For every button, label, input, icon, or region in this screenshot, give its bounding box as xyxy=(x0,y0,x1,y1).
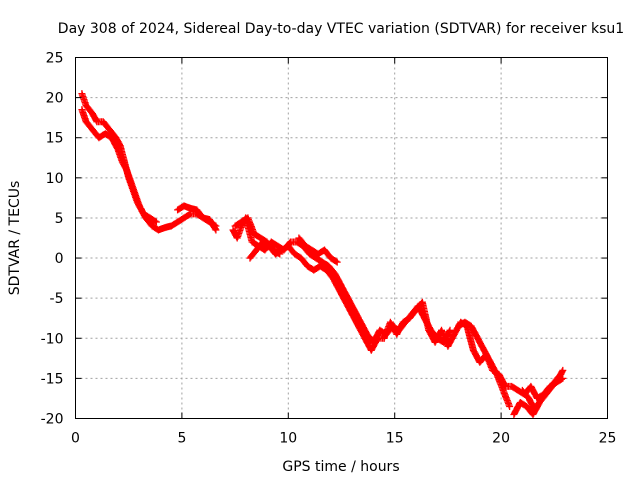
data-track xyxy=(174,202,220,234)
x-axis-label: GPS time / hours xyxy=(282,459,399,475)
y-tick-label: 5 xyxy=(55,211,64,227)
y-tick-label: -10 xyxy=(41,331,64,347)
x-tick-label: 10 xyxy=(279,431,297,447)
y-tick-label: 25 xyxy=(46,51,64,67)
y-tick-label: 15 xyxy=(46,131,64,147)
x-tick-label: 15 xyxy=(386,431,404,447)
data-track xyxy=(295,234,341,266)
plot-frame xyxy=(75,57,608,419)
data-track xyxy=(455,318,514,410)
data-track xyxy=(246,238,388,354)
x-tick-label: 20 xyxy=(492,431,510,447)
data-track xyxy=(518,370,565,414)
x-tick-label: 5 xyxy=(177,431,186,447)
y-axis-label: SDTVAR / TECUs xyxy=(7,181,23,296)
data-track xyxy=(78,106,160,226)
axis-ticks xyxy=(75,57,608,419)
data-series xyxy=(78,90,567,418)
y-tick-label: -20 xyxy=(41,412,64,428)
y-tick-label: -5 xyxy=(50,291,64,307)
grid xyxy=(75,57,608,419)
y-tick-label: -15 xyxy=(41,371,64,387)
y-tick-label: 20 xyxy=(46,91,64,107)
x-tick-label: 25 xyxy=(599,431,617,447)
y-tick-label: 10 xyxy=(46,171,64,187)
chart-title: Day 308 of 2024, Sidereal Day-to-day VTE… xyxy=(58,21,624,37)
data-track xyxy=(229,214,454,346)
tick-labels: 0 5 10 15 20 25 -20 -15 -10 -5 0 5 10 15 20 25 xyxy=(41,51,617,447)
y-tick-label: 0 xyxy=(55,251,64,267)
x-tick-label: 0 xyxy=(71,431,80,447)
